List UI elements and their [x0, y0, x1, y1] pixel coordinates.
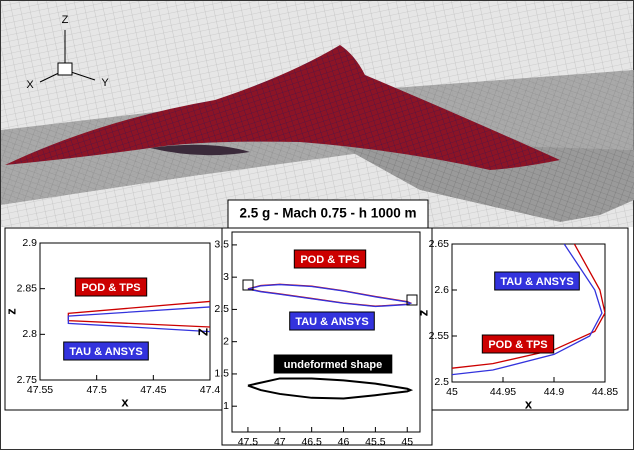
y-tick-label: 2.6 [434, 284, 449, 296]
legend-label: TAU & ANSYS [500, 276, 573, 288]
y-tick-label: 2.5 [434, 376, 449, 388]
legend-label: undeformed shape [284, 359, 382, 371]
y-tick-label: 2.55 [429, 330, 450, 342]
y-tick-label: 2.75 [17, 374, 38, 386]
y-tick-label: 2.85 [17, 282, 38, 294]
legend-label: POD & TPS [488, 339, 547, 351]
x-tick-label: 44.85 [592, 386, 618, 398]
x-tick-label: 45.5 [365, 436, 386, 448]
x-tick-label: 44.9 [544, 386, 565, 398]
y-tick-label: 3 [223, 271, 229, 283]
y-axis-label: Z [195, 328, 210, 336]
x-tick-label: 47.5 [86, 384, 107, 396]
chart-title: 2.5 g - Mach 0.75 - h 1000 m [239, 206, 416, 221]
y-tick-label: 2.8 [22, 328, 37, 340]
y-tick-label: 1.5 [214, 368, 229, 380]
x-axis-label: x [121, 394, 129, 409]
x-tick-label: 45 [401, 436, 413, 448]
x-axis-label: x [525, 396, 533, 411]
figure: Z X Y 2.5 g - Mach 0.75 - h 1000 m 47.55… [0, 0, 634, 450]
y-tick-label: 2 [223, 335, 229, 347]
triad-label: Z [62, 14, 69, 26]
y-tick-label: 2.5 [214, 303, 229, 315]
x-tick-label: 46 [338, 436, 350, 448]
render: Z X Y [1, 1, 634, 227]
x-tick-label: 47.45 [140, 384, 166, 396]
panel [5, 228, 222, 410]
legend-label: POD & TPS [300, 254, 359, 266]
triad-label: Y [101, 77, 109, 89]
y-tick-label: 1 [223, 400, 229, 412]
x-tick-label: 47.5 [238, 436, 259, 448]
y-axis-label: z [415, 309, 430, 316]
x-tick-label: 46.5 [301, 436, 322, 448]
x-tick-label: 47.4 [200, 384, 221, 396]
x-tick-label: 47 [274, 436, 286, 448]
triad-label: X [26, 79, 34, 91]
y-axis-label: z [3, 308, 18, 315]
y-tick-label: 3.5 [214, 239, 229, 251]
y-tick-label: 2.65 [429, 238, 450, 250]
x-axis-label: x [322, 446, 330, 450]
x-tick-label: 44.95 [490, 386, 516, 398]
legend-label: TAU & ANSYS [69, 346, 142, 358]
legend-label: TAU & ANSYS [295, 316, 368, 328]
y-tick-label: 2.9 [22, 237, 37, 249]
legend-label: POD & TPS [81, 282, 140, 294]
